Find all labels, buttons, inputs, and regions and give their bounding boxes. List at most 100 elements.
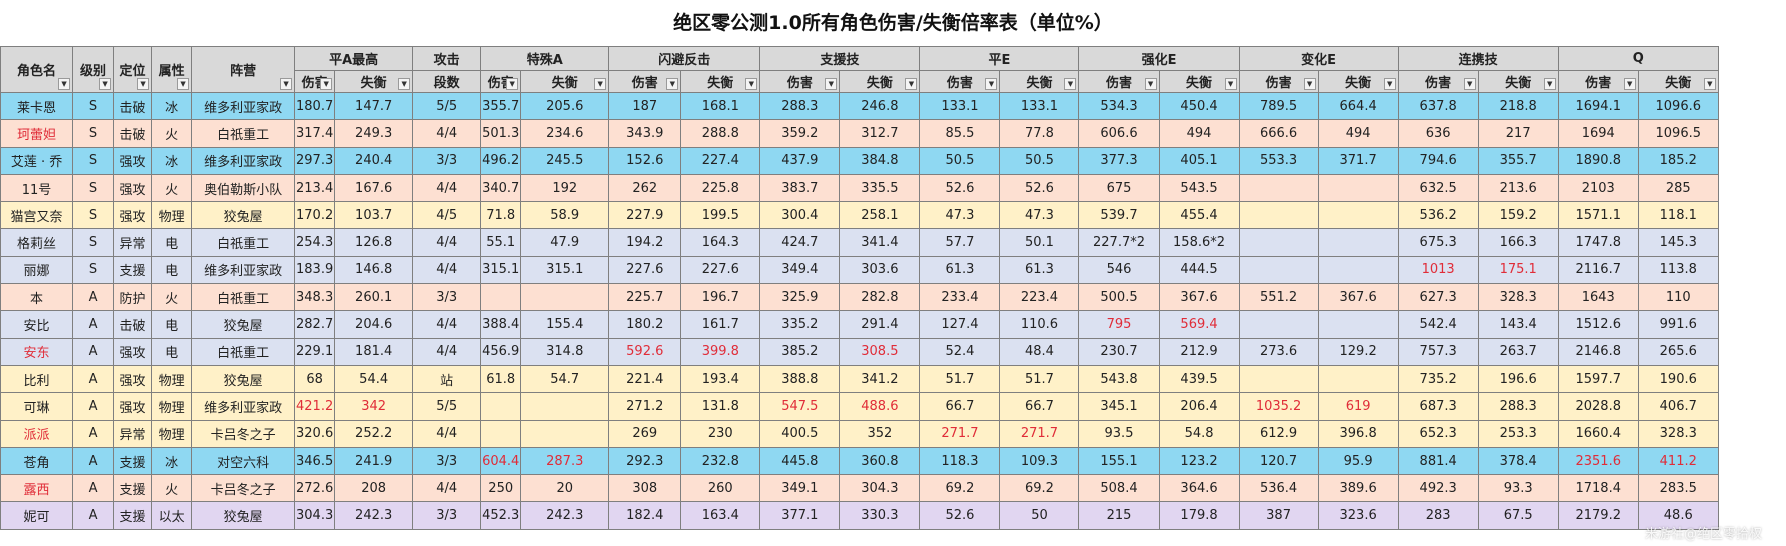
cell-level[interactable]: A — [72, 501, 115, 530]
cell-damage[interactable]: 795 — [1078, 310, 1160, 339]
filter-dropdown-icon[interactable]: ▼ — [1064, 78, 1077, 90]
filter-dropdown-icon[interactable]: ▼ — [1543, 78, 1556, 90]
cell-daze[interactable]: 193.4 — [680, 364, 761, 394]
cell-daze[interactable]: 450.4 — [1158, 91, 1240, 121]
cell-daze[interactable]: 455.4 — [1158, 201, 1240, 230]
col-header-damage[interactable]: 伤害 ▼ — [294, 70, 336, 93]
col-header-damage[interactable]: 伤害 ▼ — [1557, 70, 1639, 93]
cell-level[interactable]: S — [72, 201, 115, 230]
col-header-daze[interactable]: 失衡 ▼ — [520, 70, 610, 93]
cell-faction[interactable]: 狡兔屋 — [191, 201, 296, 230]
filter-dropdown-icon[interactable]: ▼ — [825, 78, 838, 90]
cell-daze[interactable]: 190.6 — [1637, 364, 1719, 394]
cell-damage[interactable]: 492.3 — [1397, 474, 1479, 503]
cell-damage[interactable]: 881.4 — [1397, 446, 1479, 476]
cell-daze[interactable]: 51.7 — [999, 364, 1080, 394]
cell-damage[interactable]: 388.4 — [480, 310, 522, 339]
cell-daze[interactable]: 569.4 — [1158, 310, 1240, 339]
cell-daze[interactable]: 406.7 — [1637, 392, 1719, 421]
cell-faction[interactable]: 狡兔屋 — [191, 501, 296, 530]
col-header-level[interactable]: 级别 ▼ — [72, 46, 115, 93]
cell-damage[interactable]: 1597.7 — [1557, 364, 1639, 394]
cell-daze[interactable]: 543.5 — [1158, 173, 1240, 203]
col-header-attr[interactable]: 属性 ▼ — [151, 46, 193, 93]
cell-daze[interactable]: 103.7 — [334, 201, 414, 230]
cell-attr[interactable]: 火 — [151, 283, 193, 312]
col-header-daze[interactable]: 失衡 ▼ — [839, 70, 921, 93]
cell-level[interactable]: A — [72, 283, 115, 312]
cell-daze[interactable]: 389.6 — [1317, 474, 1399, 503]
cell-daze[interactable]: 213.6 — [1477, 173, 1559, 203]
cell-name[interactable]: 露西 — [0, 474, 74, 503]
cell-damage[interactable]: 215 — [1078, 501, 1160, 530]
cell-attack-count[interactable]: 4/4 — [412, 310, 482, 339]
cell-daze[interactable]: 1096.5 — [1637, 119, 1719, 148]
col-header-daze[interactable]: 失衡 ▼ — [1158, 70, 1240, 93]
cell-damage[interactable]: 377.1 — [759, 501, 841, 530]
cell-damage[interactable]: 456.9 — [480, 337, 522, 366]
cell-damage[interactable]: 52.6 — [919, 501, 1001, 530]
cell-damage[interactable]: 377.3 — [1078, 146, 1160, 175]
cell-damage[interactable]: 57.7 — [919, 228, 1001, 257]
cell-daze[interactable]: 260 — [680, 474, 761, 503]
cell-name[interactable]: 丽娜 — [0, 255, 74, 285]
cell-damage[interactable]: 383.7 — [759, 173, 841, 203]
cell-daze[interactable]: 110.6 — [999, 310, 1080, 339]
cell-faction[interactable]: 维多利亚家政 — [191, 91, 296, 121]
cell-attack-count[interactable]: 4/4 — [412, 173, 482, 203]
cell-damage[interactable] — [480, 283, 522, 312]
cell-attr[interactable]: 物理 — [151, 364, 193, 394]
cell-name[interactable]: 妮可 — [0, 501, 74, 530]
cell-damage[interactable]: 71.8 — [480, 201, 522, 230]
cell-daze[interactable]: 314.8 — [520, 337, 610, 366]
cell-daze[interactable]: 218.8 — [1477, 91, 1559, 121]
cell-damage[interactable]: 118.3 — [919, 446, 1001, 476]
cell-daze[interactable]: 208 — [334, 474, 414, 503]
col-header-damage[interactable]: 伤害 ▼ — [608, 70, 682, 93]
cell-damage[interactable]: 542.4 — [1397, 310, 1479, 339]
cell-daze[interactable]: 355.7 — [1477, 146, 1559, 175]
cell-damage[interactable] — [1238, 173, 1319, 203]
cell-damage[interactable]: 283 — [1397, 501, 1479, 530]
cell-daze[interactable]: 232.8 — [680, 446, 761, 476]
cell-damage[interactable]: 343.9 — [608, 119, 682, 148]
cell-damage[interactable] — [480, 419, 522, 448]
cell-attack-count[interactable]: 4/5 — [412, 201, 482, 230]
cell-damage[interactable]: 794.6 — [1397, 146, 1479, 175]
cell-damage[interactable]: 501.3 — [480, 119, 522, 148]
cell-faction[interactable]: 白祇重工 — [191, 228, 296, 257]
cell-daze[interactable]: 126.8 — [334, 228, 414, 257]
cell-attack-count[interactable]: 4/4 — [412, 255, 482, 285]
col-header-daze[interactable]: 失衡 ▼ — [1317, 70, 1399, 93]
cell-damage[interactable]: 273.6 — [1238, 337, 1319, 366]
cell-damage[interactable]: 320.6 — [294, 419, 336, 448]
col-header-name[interactable]: 角色名 ▼ — [0, 46, 74, 93]
cell-damage[interactable]: 1694 — [1557, 119, 1639, 148]
cell-attr[interactable]: 冰 — [151, 91, 193, 121]
cell-attr[interactable]: 冰 — [151, 146, 193, 175]
cell-faction[interactable]: 白祇重工 — [191, 283, 296, 312]
cell-attr[interactable]: 电 — [151, 337, 193, 366]
cell-damage[interactable] — [1238, 255, 1319, 285]
cell-daze[interactable]: 411.2 — [1637, 446, 1719, 476]
cell-daze[interactable]: 61.3 — [999, 255, 1080, 285]
cell-level[interactable]: A — [72, 364, 115, 394]
cell-damage[interactable]: 66.7 — [919, 392, 1001, 421]
filter-dropdown-icon[interactable]: ▼ — [506, 78, 519, 90]
cell-damage[interactable]: 325.9 — [759, 283, 841, 312]
cell-damage[interactable]: 636 — [1397, 119, 1479, 148]
cell-daze[interactable]: 109.3 — [999, 446, 1080, 476]
cell-daze[interactable]: 167.6 — [334, 173, 414, 203]
filter-dropdown-icon[interactable]: ▼ — [1623, 78, 1636, 90]
cell-daze[interactable]: 223.4 — [999, 283, 1080, 312]
cell-damage[interactable]: 349.1 — [759, 474, 841, 503]
cell-attr[interactable]: 以太 — [151, 501, 193, 530]
cell-daze[interactable]: 158.6*2 — [1158, 228, 1240, 257]
cell-daze[interactable]: 199.5 — [680, 201, 761, 230]
cell-daze[interactable]: 260.1 — [334, 283, 414, 312]
cell-damage[interactable]: 612.9 — [1238, 419, 1319, 448]
cell-faction[interactable]: 维多利亚家政 — [191, 255, 296, 285]
cell-daze[interactable]: 192 — [520, 173, 610, 203]
cell-damage[interactable]: 500.5 — [1078, 283, 1160, 312]
cell-attack-count[interactable]: 4/4 — [412, 337, 482, 366]
